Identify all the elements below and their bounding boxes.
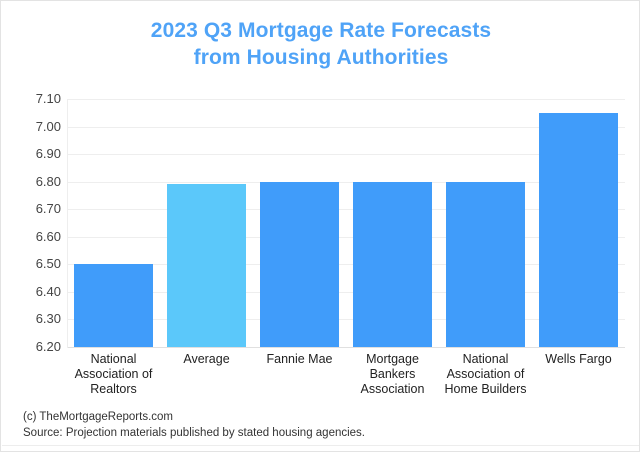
bar-series	[67, 99, 625, 347]
bar[interactable]	[167, 184, 246, 347]
y-axis-tick-label: 6.20	[35, 339, 61, 354]
footer-divider	[2, 445, 639, 446]
gridline	[67, 319, 625, 321]
x-axis-category-labels: National Association of Realtors Average Fan…	[67, 352, 625, 404]
gridline	[67, 264, 625, 266]
x-axis-label-line: Realtors	[90, 382, 137, 396]
gridline	[67, 347, 625, 348]
bar[interactable]	[539, 112, 618, 347]
gridline	[67, 236, 625, 238]
x-axis-label-line: Association	[360, 382, 425, 396]
chart-title: 2023 Q3 Mortgage Rate Forecasts from Hou…	[1, 17, 639, 71]
x-axis-category-label: National Association of Home Builders	[427, 352, 544, 397]
x-axis-label-line: Association of	[446, 367, 525, 381]
gridline	[67, 126, 625, 128]
y-axis-line	[67, 99, 68, 348]
y-axis-tick-label: 6.30	[35, 311, 61, 327]
x-axis-label-line: National	[90, 352, 137, 366]
chart-title-line-1: 2023 Q3 Mortgage Rate Forecasts	[150, 19, 492, 42]
y-axis-tick-labels: 7.10 7.00 6.90 6.80 6.70 6.60 6.50 6.40 6.30 6.20	[9, 92, 61, 353]
footer-source: Source: Projection materials published b…	[23, 427, 366, 439]
x-axis-label-line: Wells Fargo	[545, 352, 612, 366]
y-axis-tick-label: 6.50	[35, 256, 61, 272]
bar[interactable]	[74, 264, 153, 347]
gridline	[67, 99, 625, 100]
x-axis-category-label: Mortgage Bankers Association	[334, 352, 451, 397]
x-axis-category-label: Wells Fargo	[520, 352, 637, 367]
footer-credit: (c) TheMortgageReports.com	[23, 411, 173, 423]
x-axis-label-line: Fannie Mae	[266, 352, 333, 366]
x-axis-category-label: Average	[148, 352, 265, 367]
chart-title-line-2: from Housing Authorities	[193, 46, 449, 69]
gridline	[67, 209, 625, 211]
x-axis-label-line: Bankers	[369, 367, 416, 381]
bar[interactable]	[446, 181, 525, 347]
y-axis-tick-label: 7.00	[35, 118, 61, 134]
bar[interactable]	[353, 181, 432, 347]
y-axis-tick-label: 6.80	[35, 173, 61, 189]
y-axis-tick-label: 6.60	[35, 228, 61, 244]
x-axis-label-line: Mortgage	[366, 352, 419, 366]
x-axis-label-line: Home Builders	[444, 382, 527, 396]
x-axis-label-line: Association of	[74, 367, 153, 381]
gridline	[67, 154, 625, 156]
y-axis-tick-label: 7.10	[35, 91, 61, 106]
y-axis-tick-label: 6.40	[35, 283, 61, 299]
x-axis-label-line: Average	[183, 352, 230, 366]
gridline	[67, 181, 625, 183]
x-axis-category-label: Fannie Mae	[241, 352, 358, 367]
x-axis-category-label: National Association of Realtors	[55, 352, 172, 397]
x-axis-label-line: National	[462, 352, 509, 366]
plot-area	[67, 99, 625, 348]
y-axis-tick-label: 6.70	[35, 201, 61, 217]
gridline	[67, 291, 625, 293]
y-axis-tick-label: 6.90	[35, 146, 61, 162]
bar[interactable]	[260, 181, 339, 347]
chart-footer: (c) TheMortgageReports.com Source: Proje…	[23, 409, 623, 441]
